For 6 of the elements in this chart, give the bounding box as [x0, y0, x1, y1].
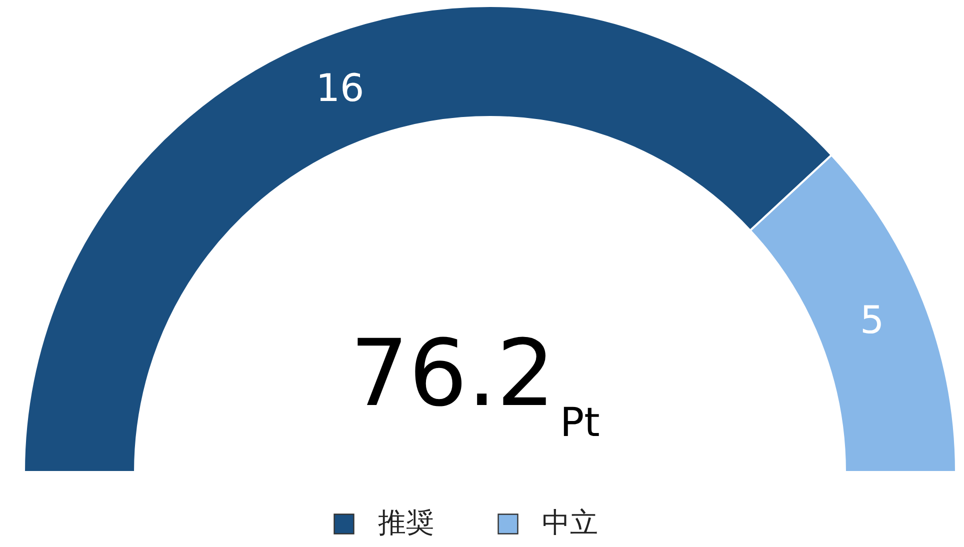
- data-label: 5: [860, 298, 884, 342]
- data-label: 16: [316, 66, 364, 110]
- legend-label: 中立: [542, 506, 598, 539]
- text: 76.2: [350, 320, 555, 427]
- text: Pt: [560, 400, 600, 446]
- legend-label: 推奨: [378, 506, 434, 539]
